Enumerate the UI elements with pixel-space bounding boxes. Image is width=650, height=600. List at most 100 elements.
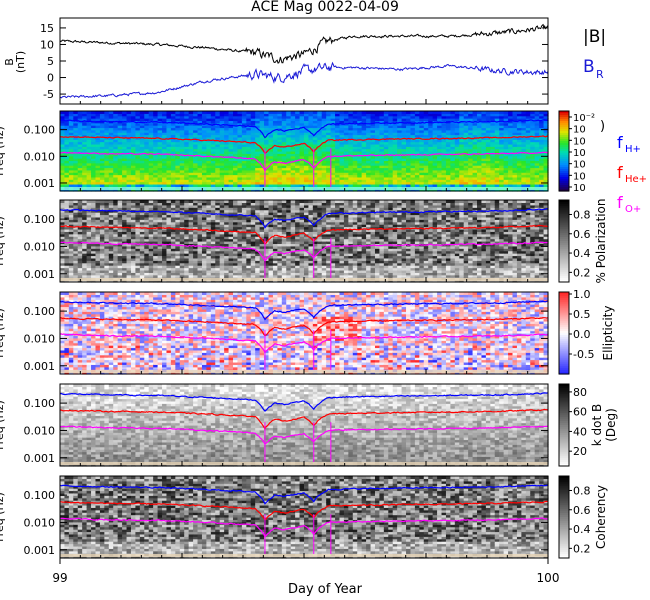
heatmap-cell (153, 151, 159, 154)
heatmap-cell (166, 113, 172, 117)
heatmap-cell (104, 169, 110, 173)
heatmap-cell (86, 158, 92, 162)
heatmap-cell (264, 146, 270, 150)
heatmap-cell (86, 125, 92, 129)
heatmap-cell (104, 129, 110, 133)
heatmap-cell (135, 188, 141, 192)
heatmap-cell (184, 162, 190, 166)
heatmap-cell (126, 174, 132, 178)
heatmap-cell (219, 165, 225, 169)
heatmap-cell (153, 127, 159, 131)
heatmap-cell (113, 132, 119, 136)
heatmap-cell (68, 120, 74, 124)
heatmap-cell (237, 167, 243, 171)
heatmap-cell (122, 122, 128, 126)
heatmap-cell (237, 188, 243, 192)
heatmap-cell (108, 148, 114, 152)
heatmap-cell (219, 125, 225, 129)
heatmap-cell (122, 155, 128, 159)
heatmap-cell (86, 148, 92, 152)
heatmap-cell (264, 153, 270, 157)
heatmap-cell (268, 120, 274, 124)
heatmap-cell (148, 125, 154, 129)
heatmap-cell (73, 118, 79, 122)
heatmap-cell (86, 162, 92, 166)
heatmap-cell (241, 146, 247, 150)
heatmap-cell (68, 181, 74, 185)
heatmap-cell (210, 113, 216, 117)
heatmap-cell (188, 169, 194, 173)
heatmap-cell (135, 160, 141, 164)
heatmap-cell (215, 129, 221, 133)
heatmap-cell (82, 167, 88, 171)
heatmap-cell (68, 139, 74, 143)
heatmap-cell (108, 160, 114, 164)
heatmap-cell (201, 165, 207, 169)
heatmap-cell (162, 169, 168, 173)
heatmap-cell (117, 146, 123, 150)
heatmap-cell (241, 132, 247, 136)
heatmap-cell (144, 132, 150, 136)
heatmap-cell (68, 160, 74, 164)
heatmap-cell (95, 183, 101, 187)
heatmap-cell (179, 125, 185, 129)
heatmap-cell (166, 118, 172, 122)
heatmap-cell (157, 162, 163, 166)
heatmap-cell (197, 165, 203, 169)
heatmap-cell (60, 167, 66, 171)
heatmap-cell (197, 132, 203, 136)
heatmap-cell (219, 129, 225, 133)
heatmap-cell (210, 127, 216, 131)
heatmap-cell (73, 132, 79, 136)
heatmap-cell (259, 151, 265, 154)
heatmap-cell (153, 181, 159, 185)
heatmap-cell (237, 115, 243, 119)
heatmap-cell (246, 174, 252, 178)
heatmap-cell (113, 169, 119, 173)
heatmap-cell (64, 132, 70, 136)
heatmap-cell (268, 141, 274, 145)
heatmap-cell (162, 134, 168, 138)
colorbar-label: ) (600, 119, 605, 134)
heatmap-cell (126, 141, 132, 145)
heatmap-cell (255, 179, 261, 183)
heatmap-cell (201, 181, 207, 185)
y-tick-label: 5 (47, 55, 54, 68)
heatmap-cell (86, 153, 92, 157)
heatmap-cell (73, 181, 79, 185)
heatmap-cell (179, 141, 185, 145)
heatmap-cell (60, 111, 66, 114)
heatmap-cell (201, 127, 207, 131)
heatmap-cell (201, 167, 207, 171)
heatmap-cell (139, 188, 145, 192)
heatmap-cell (259, 188, 265, 192)
heatmap-cell (188, 174, 194, 178)
heatmap-cell (82, 136, 88, 140)
heatmap-cell (144, 155, 150, 159)
heatmap-cell (95, 146, 101, 150)
heatmap-cell (86, 183, 92, 187)
heatmap-cell (219, 172, 225, 176)
heatmap-cell (259, 158, 265, 162)
heatmap-cell (139, 111, 145, 114)
heatmap-cell (272, 165, 278, 169)
heatmap-cell (91, 155, 97, 159)
heatmap-cell (122, 125, 128, 129)
heatmap-cell (108, 172, 114, 176)
heatmap-cell (255, 141, 261, 145)
heatmap-cell (144, 174, 150, 178)
heatmap-cell (139, 141, 145, 145)
heatmap-cell (215, 132, 221, 136)
heatmap-cell (250, 143, 256, 147)
heatmap-cell (64, 115, 70, 119)
heatmap-cell (224, 153, 230, 157)
heatmap-cell (139, 132, 145, 136)
heatmap-cell (86, 176, 92, 180)
heatmap-cell (219, 118, 225, 122)
heatmap-cell (184, 122, 190, 126)
heatmap-cell (210, 143, 216, 147)
heatmap-cell (153, 183, 159, 187)
heatmap-cell (210, 115, 216, 119)
heatmap-cell (206, 136, 212, 140)
heatmap-cell (206, 160, 212, 164)
